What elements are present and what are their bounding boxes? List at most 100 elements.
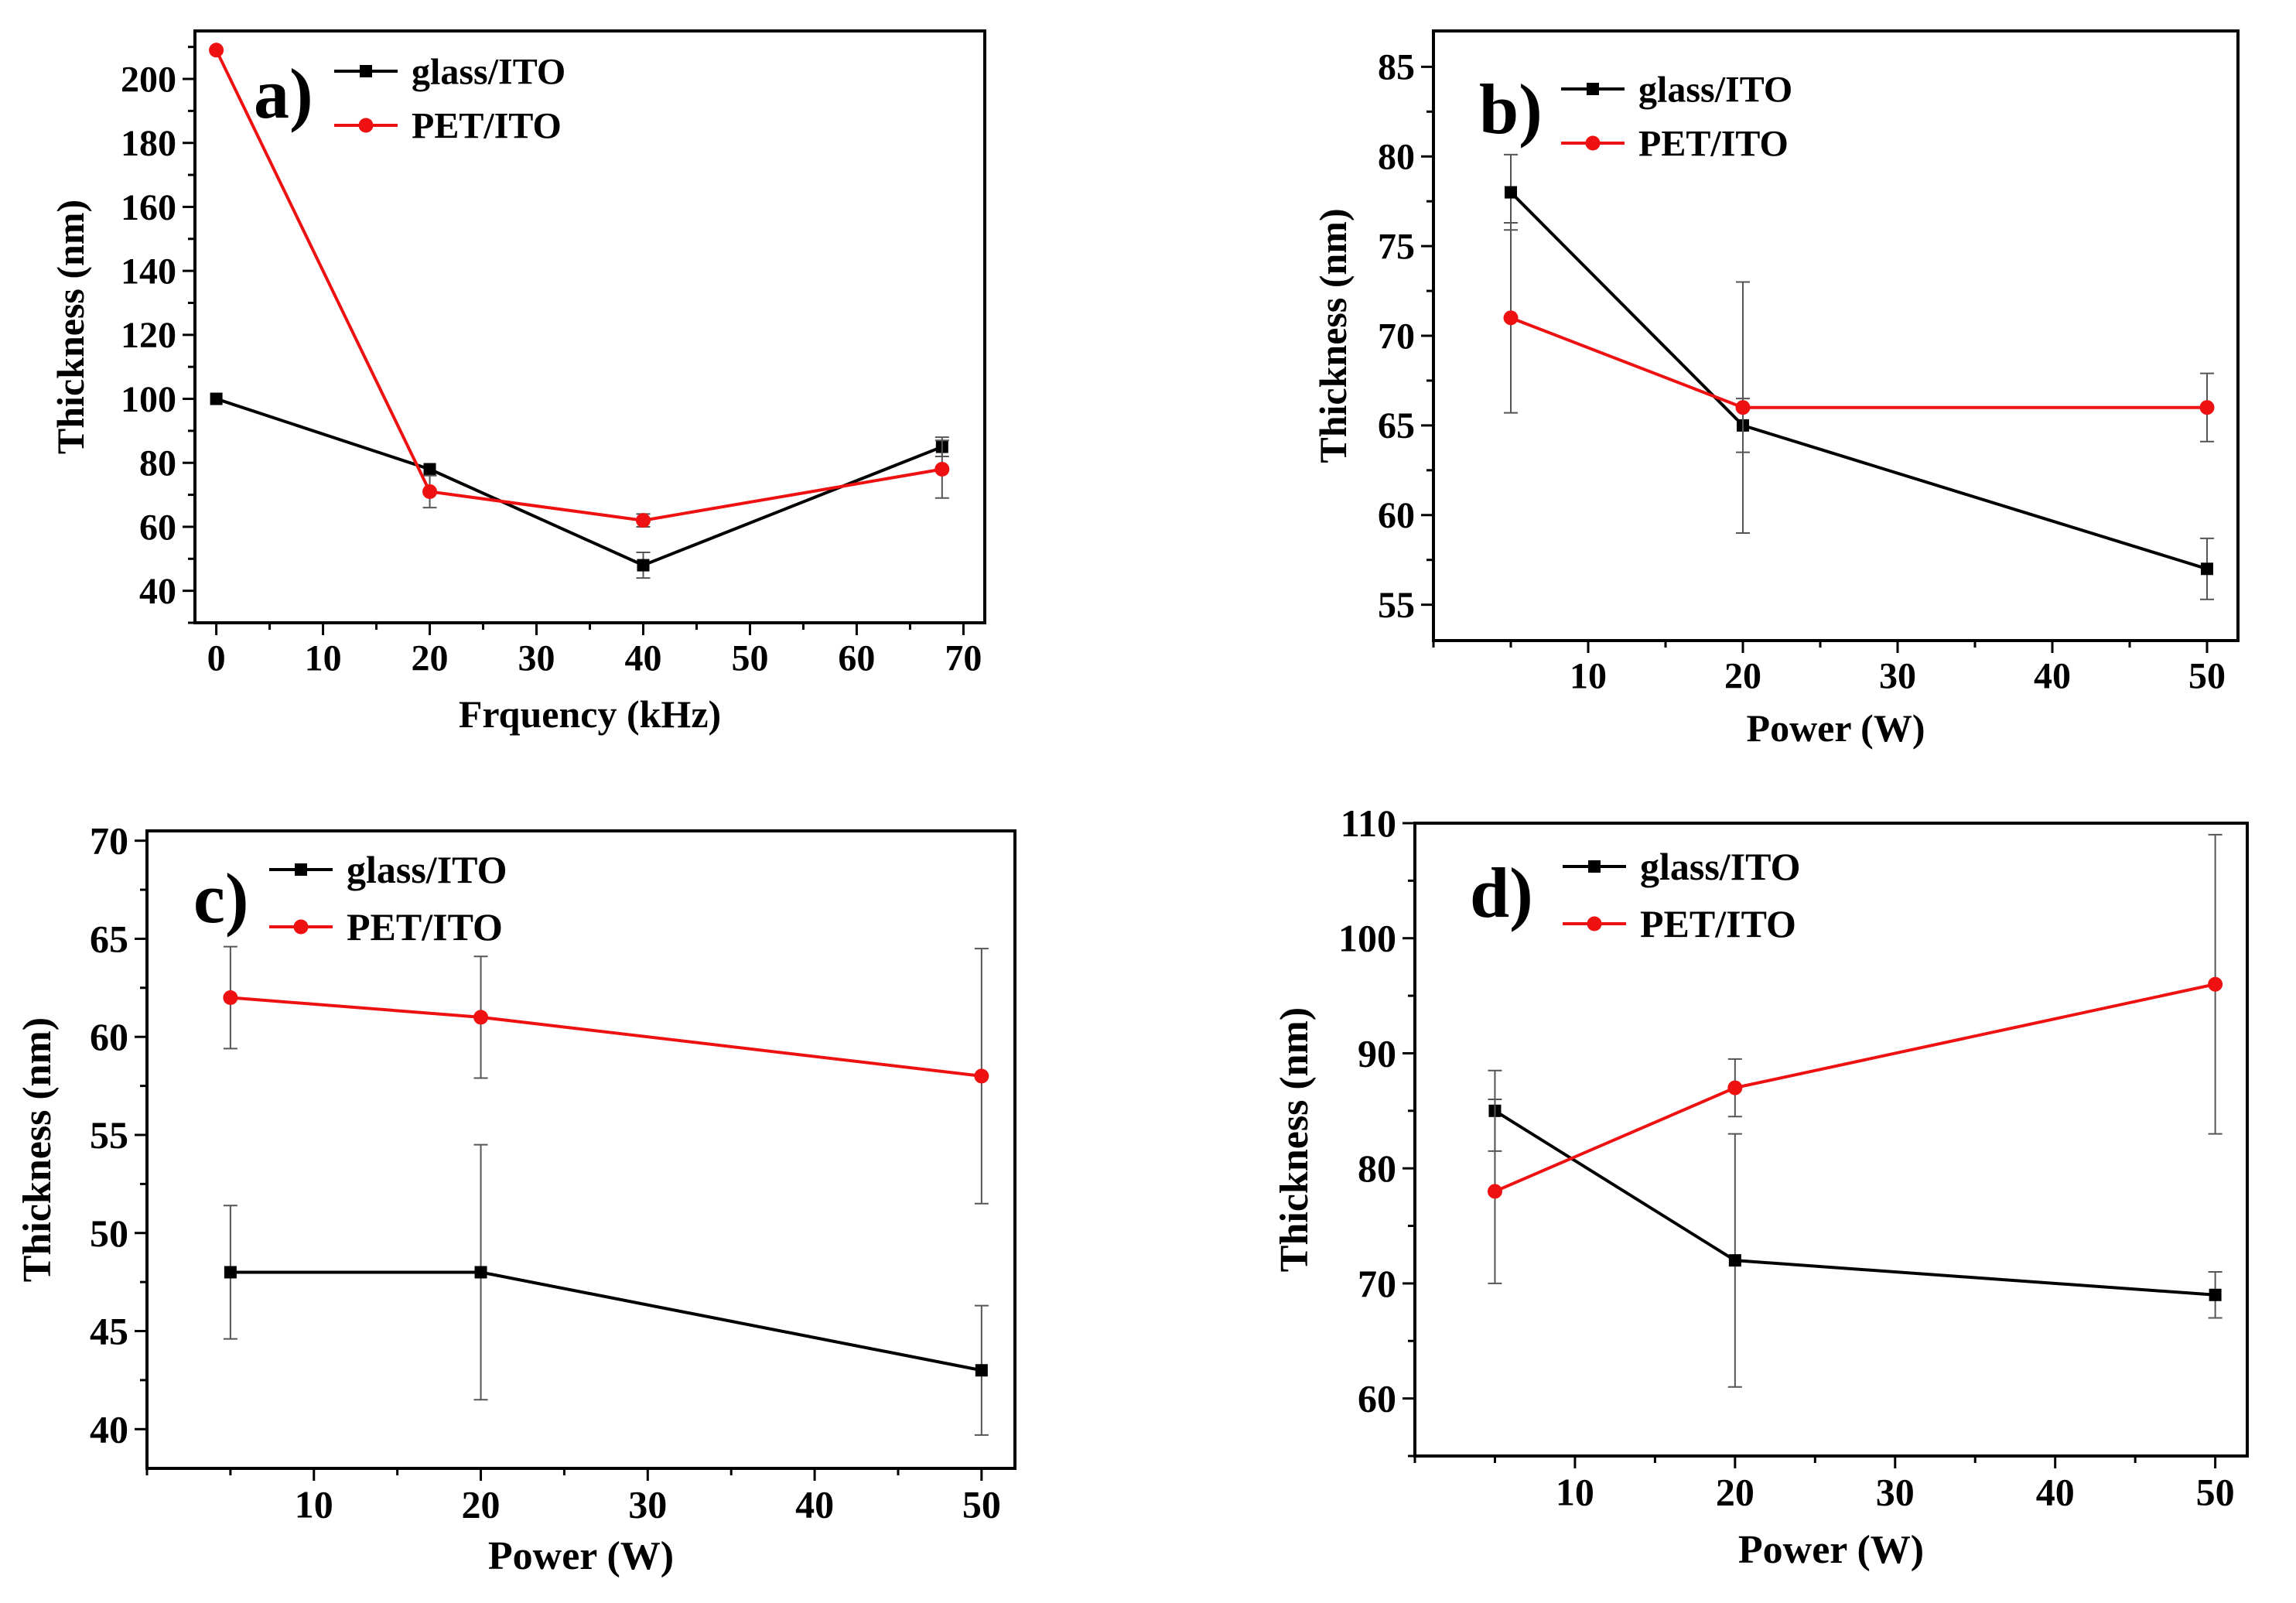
chart-panel-a: 0 10 20 30 40 50 60 70 40 60 80 100 120 140 160 180 200 F… bbox=[49, 29, 986, 736]
panel-label: a) bbox=[254, 54, 313, 133]
x-tick-label: 30 bbox=[518, 638, 555, 679]
y-tick-label: 40 bbox=[90, 1407, 128, 1451]
legend-marker-glass-ito bbox=[1588, 860, 1601, 873]
data-point-glass-ito bbox=[210, 392, 223, 405]
data-point-pet-ito bbox=[974, 1068, 989, 1084]
x-tick-label: 50 bbox=[2188, 656, 2226, 697]
legend-marker-pet-ito bbox=[293, 919, 309, 935]
x-tick-label: 40 bbox=[795, 1483, 834, 1526]
y-tick-label: 55 bbox=[90, 1113, 128, 1157]
chart-panel-c: 10 20 30 40 50 40 45 50 55 60 65 70 Power (W) Thickne… bbox=[15, 819, 1016, 1578]
series-line-glass-ito bbox=[1494, 1109, 2216, 1297]
x-tick-label: 0 bbox=[207, 638, 226, 679]
y-tick-label: 50 bbox=[90, 1212, 128, 1255]
y-tick-label: 90 bbox=[1358, 1031, 1396, 1075]
data-point-pet-ito bbox=[2199, 400, 2215, 415]
legend-marker-glass-ito bbox=[295, 863, 307, 876]
x-tick-label: 30 bbox=[628, 1483, 667, 1526]
y-tick-label: 110 bbox=[1341, 802, 1396, 845]
data-point-pet-ito bbox=[2208, 976, 2223, 992]
chart-panel-d: 10 20 30 40 50 60 70 80 90 100 110 Power (W) Thickne… bbox=[1273, 802, 2249, 1572]
y-tick-label: 70 bbox=[1358, 1262, 1396, 1305]
data-point-pet-ito bbox=[1487, 1184, 1502, 1199]
legend-marker-pet-ito bbox=[1587, 916, 1602, 931]
y-tick-label: 75 bbox=[1378, 226, 1415, 267]
data-point-pet-ito bbox=[635, 513, 651, 528]
y-tick-label: 100 bbox=[121, 379, 176, 420]
x-tick-label: 60 bbox=[838, 638, 875, 679]
data-point-pet-ito bbox=[209, 43, 224, 58]
x-tick-label: 50 bbox=[2196, 1471, 2235, 1514]
legend-label-pet-ito: PET/ITO bbox=[1640, 902, 1796, 945]
plot-frame bbox=[193, 29, 986, 624]
chart-panel-b: 10 20 30 40 50 55 60 65 70 75 80 85 Power (W) Thickne… bbox=[1311, 29, 2240, 750]
x-axis-title: Frquency (kHz) bbox=[459, 692, 721, 736]
x-tick-label: 30 bbox=[1879, 656, 1916, 697]
x-tick-label: 10 bbox=[305, 638, 342, 679]
y-tick-label: 40 bbox=[139, 571, 176, 612]
data-point-glass-ito bbox=[637, 559, 650, 572]
data-point-glass-ito bbox=[2201, 562, 2213, 576]
y-tick-label: 200 bbox=[121, 59, 176, 100]
legend-label-pet-ito: PET/ITO bbox=[412, 105, 562, 146]
x-tick-label: 20 bbox=[1716, 1471, 1754, 1514]
plot-frame bbox=[145, 829, 1016, 1470]
y-tick-label: 85 bbox=[1378, 47, 1415, 88]
y-tick-label: 160 bbox=[121, 187, 176, 228]
y-axis-title: Thickness (nm) bbox=[49, 200, 92, 454]
y-tick-label: 65 bbox=[90, 917, 128, 960]
y-tick-label: 80 bbox=[1358, 1147, 1396, 1190]
y-axis-title: Thickness (nm) bbox=[15, 1017, 60, 1282]
data-point-glass-ito bbox=[1728, 1254, 1741, 1267]
panel-label: c) bbox=[193, 859, 248, 938]
y-tick-label: 120 bbox=[121, 315, 176, 356]
x-tick-label: 20 bbox=[462, 1483, 501, 1526]
y-tick-label: 60 bbox=[139, 507, 176, 548]
y-tick-label: 140 bbox=[121, 251, 176, 292]
x-tick-label: 10 bbox=[1570, 656, 1607, 697]
series-line-pet-ito bbox=[1510, 316, 2207, 409]
y-axis-title: Thickness (nm) bbox=[1273, 1007, 1317, 1272]
data-point-pet-ito bbox=[1727, 1080, 1743, 1095]
y-tick-label: 55 bbox=[1378, 585, 1415, 626]
series-line-pet-ito bbox=[214, 49, 943, 522]
legend-label-pet-ito: PET/ITO bbox=[1638, 123, 1789, 164]
series-line-glass-ito bbox=[1509, 191, 2208, 571]
series-line-glass-ito bbox=[230, 1270, 982, 1372]
x-axis-title: Power (W) bbox=[1747, 706, 1925, 750]
x-tick-label: 40 bbox=[2034, 656, 2071, 697]
legend-marker-pet-ito bbox=[1585, 135, 1601, 151]
legend-label-glass-ito: glass/ITO bbox=[412, 51, 565, 92]
y-axis-title: Thickness (nm) bbox=[1311, 208, 1355, 463]
x-tick-label: 30 bbox=[1876, 1471, 1915, 1514]
y-tick-label: 70 bbox=[90, 819, 128, 863]
x-axis-title: Power (W) bbox=[488, 1534, 674, 1578]
x-tick-label: 70 bbox=[945, 638, 982, 679]
series-line-pet-ito bbox=[1494, 983, 2216, 1193]
data-point-glass-ito bbox=[474, 1266, 487, 1279]
x-tick-label: 20 bbox=[1724, 656, 1761, 697]
x-tick-label: 10 bbox=[1556, 1471, 1594, 1514]
data-point-glass-ito bbox=[224, 1266, 237, 1279]
legend-marker-glass-ito bbox=[360, 65, 372, 77]
data-point-pet-ito bbox=[934, 462, 950, 477]
y-tick-label: 80 bbox=[1378, 137, 1415, 178]
data-point-pet-ito bbox=[223, 990, 238, 1006]
x-tick-label: 40 bbox=[624, 638, 661, 679]
legend-label-glass-ito: glass/ITO bbox=[347, 848, 507, 891]
y-tick-label: 60 bbox=[1378, 495, 1415, 536]
x-axis-title: Power (W) bbox=[1738, 1528, 1924, 1572]
data-point-glass-ito bbox=[2209, 1288, 2222, 1301]
x-tick-label: 50 bbox=[962, 1483, 1001, 1526]
y-tick-label: 65 bbox=[1378, 405, 1415, 446]
legend-label-glass-ito: glass/ITO bbox=[1640, 845, 1801, 888]
legend-marker-glass-ito bbox=[1587, 83, 1599, 95]
data-point-glass-ito bbox=[975, 1364, 988, 1377]
series-line-glass-ito bbox=[215, 397, 943, 567]
legend-label-glass-ito: glass/ITO bbox=[1638, 69, 1792, 110]
x-tick-label: 50 bbox=[731, 638, 768, 679]
data-point-pet-ito bbox=[473, 1010, 489, 1025]
series-line-pet-ito bbox=[230, 996, 982, 1078]
x-tick-label: 20 bbox=[412, 638, 449, 679]
